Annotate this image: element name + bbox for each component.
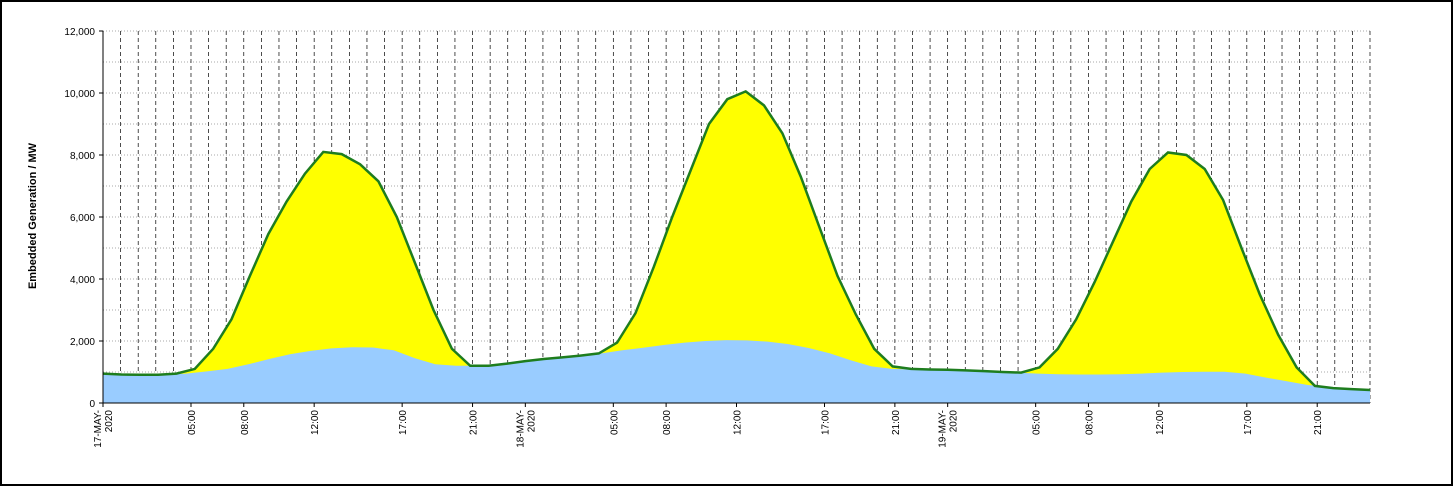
y-tick-label: 0 — [89, 399, 95, 410]
x-tick-label: 17:00 — [398, 410, 409, 435]
y-axis-label: Embedded Generation / MW — [27, 142, 39, 289]
x-tick-label: 12:00 — [310, 410, 321, 435]
x-tick-label: 05:00 — [609, 410, 620, 435]
lower-area — [103, 340, 1370, 403]
x-tick-label: 12:00 — [733, 410, 744, 435]
x-tick-label: 08:00 — [240, 410, 251, 435]
y-tick-label: 2,000 — [70, 337, 95, 348]
areas — [102, 89, 1371, 404]
x-tick-label: 18-MAY-2020 — [515, 410, 537, 448]
x-tick-label: 08:00 — [1084, 410, 1095, 435]
x-tick-label: 17-MAY-2020 — [93, 410, 115, 448]
x-tick-label: 12:00 — [1155, 410, 1166, 435]
y-axis-ticks: 0 2,000 4,000 6,000 8,000 10,000 12,000 — [64, 27, 103, 410]
axes — [99, 31, 1370, 407]
y-tick-label: 8,000 — [70, 151, 95, 162]
y-tick-label: 6,000 — [70, 213, 95, 224]
x-tick-label: 21:00 — [469, 410, 480, 435]
x-tick-label: 17:00 — [1243, 410, 1254, 435]
upper-area — [103, 91, 1370, 404]
x-tick-label: 17:00 — [820, 410, 831, 435]
x-tick-label: 08:00 — [662, 410, 673, 435]
y-tick-label: 4,000 — [70, 275, 95, 286]
total-outline-line — [102, 89, 1371, 392]
x-tick-label: 05:00 — [187, 410, 198, 435]
x-tick-label: 19-MAY-2020 — [938, 410, 960, 448]
x-tick-label: 05:00 — [1032, 410, 1043, 435]
x-tick-label: 21:00 — [891, 410, 902, 435]
y-tick-label: 12,000 — [64, 27, 95, 38]
y-tick-label: 10,000 — [64, 89, 95, 100]
x-axis-ticks: 17-MAY-2020 05:00 08:00 12:00 17:00 21:00 18-M… — [93, 403, 1324, 448]
x-tick-label: 21:00 — [1313, 410, 1324, 435]
